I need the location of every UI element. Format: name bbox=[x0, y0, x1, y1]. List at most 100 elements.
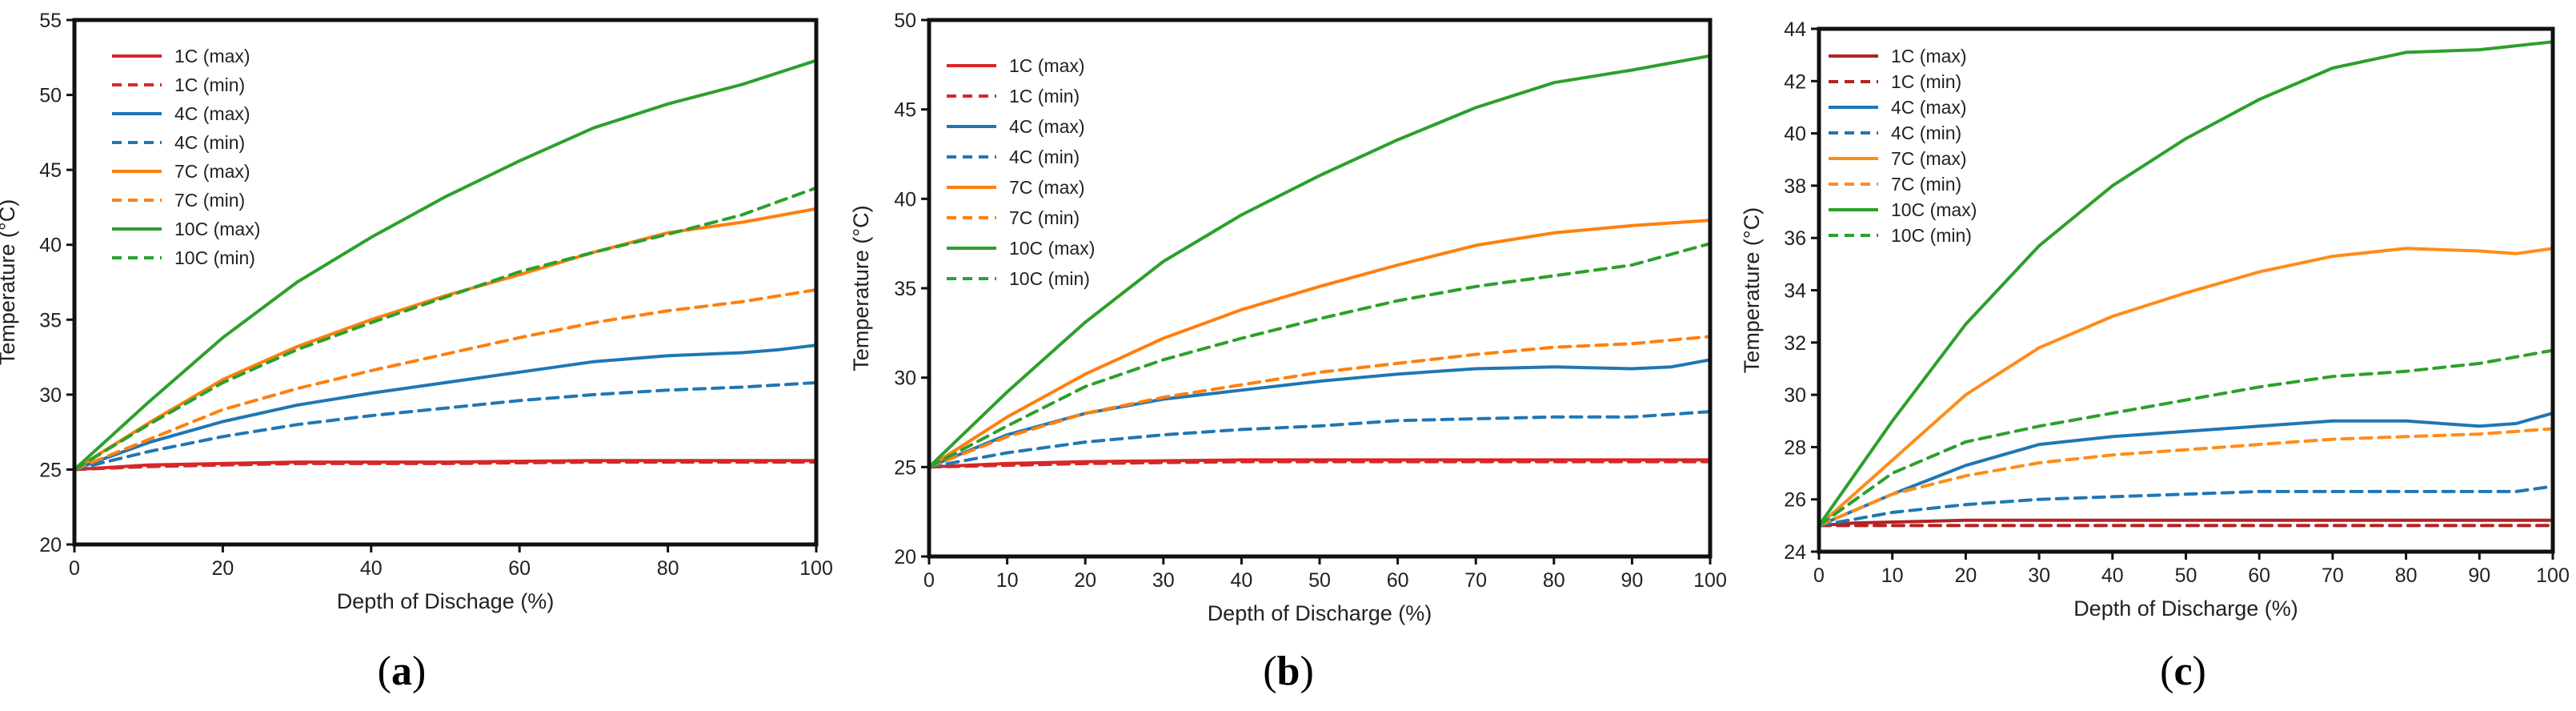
legend-label: 1C (min) bbox=[1891, 71, 1961, 92]
legend: 1C (max) 1C (min) 4C (max) 4C (min) 7C (max)… bbox=[947, 55, 1095, 289]
y-axis-title: Temperature (°C) bbox=[849, 205, 873, 371]
chart-panel-a: 0 20 40 60 80 100 20 25 30 35 40 45 50 55 Depth of Dis… bbox=[0, 10, 833, 694]
x-tick-label: 10 bbox=[1881, 564, 1904, 587]
panel-caption: (b) bbox=[1263, 649, 1314, 694]
x-tick-label: 100 bbox=[2536, 564, 2570, 587]
panel-caption: (a) bbox=[378, 649, 427, 694]
y-tick-label: 28 bbox=[1784, 436, 1806, 459]
series-line-7c-max bbox=[929, 219, 1710, 469]
y-tick-label: 45 bbox=[39, 159, 62, 182]
y-tick-label: 50 bbox=[39, 85, 62, 107]
legend-label: 4C (min) bbox=[1009, 147, 1080, 167]
y-tick-label: 35 bbox=[894, 278, 916, 300]
series-group bbox=[74, 58, 816, 472]
x-tick-label: 50 bbox=[2175, 564, 2197, 587]
series-line-1c-max bbox=[1819, 518, 2553, 528]
x-tick-label: 30 bbox=[2028, 564, 2050, 587]
x-tick-label: 20 bbox=[1954, 564, 1977, 587]
x-tick-label: 80 bbox=[1543, 569, 1565, 592]
x-tick-label: 80 bbox=[2395, 564, 2418, 587]
series-line-4c-min bbox=[1819, 484, 2553, 528]
legend-label: 7C (max) bbox=[1009, 177, 1085, 198]
x-tick-label: 30 bbox=[1152, 569, 1175, 592]
y-tick-label: 42 bbox=[1784, 70, 1806, 93]
x-tick-label: 90 bbox=[1621, 569, 1643, 592]
x-tick-label: 60 bbox=[508, 557, 531, 580]
legend-label: 4C (max) bbox=[1891, 97, 1967, 118]
legend-label: 10C (max) bbox=[1891, 199, 1977, 220]
x-tick-label: 20 bbox=[1074, 569, 1096, 592]
x-tick-label: 70 bbox=[2322, 564, 2344, 587]
legend: 1C (max) 1C (min) 4C (max) 4C (min) 7C (max)… bbox=[112, 46, 260, 268]
y-tick-label: 40 bbox=[894, 188, 916, 211]
y-tick-label: 25 bbox=[894, 456, 916, 479]
legend-label: 4C (min) bbox=[174, 132, 245, 153]
x-tick-label: 100 bbox=[799, 557, 833, 580]
legend-label: 7C (max) bbox=[174, 161, 250, 182]
legend-label: 1C (max) bbox=[174, 46, 250, 66]
y-tick-label: 32 bbox=[1784, 332, 1806, 355]
y-tick-label: 38 bbox=[1784, 175, 1806, 198]
y-tick-label: 20 bbox=[894, 546, 916, 568]
x-tick-label: 0 bbox=[69, 557, 80, 580]
legend-label: 1C (min) bbox=[1009, 86, 1080, 106]
series-line-10c-max bbox=[1819, 40, 2553, 528]
series-group bbox=[929, 54, 1710, 469]
legend-label: 7C (min) bbox=[1009, 207, 1080, 228]
y-axis-title: Temperature (°C) bbox=[1740, 207, 1764, 373]
series-line-10c-max bbox=[929, 54, 1710, 469]
series-line-7c-min bbox=[929, 335, 1710, 469]
series-line-4c-min bbox=[74, 380, 816, 472]
legend-label: 10C (min) bbox=[1009, 268, 1090, 289]
y-tick-label: 34 bbox=[1784, 280, 1806, 303]
y-tick-label: 24 bbox=[1784, 541, 1806, 564]
x-tick-label: 60 bbox=[2248, 564, 2270, 587]
legend-label: 7C (min) bbox=[174, 190, 245, 211]
x-tick-label: 40 bbox=[360, 557, 383, 580]
x-tick-label: 50 bbox=[1308, 569, 1331, 592]
y-axis-title: Temperature (°C) bbox=[0, 199, 19, 365]
x-tick-label: 40 bbox=[2101, 564, 2124, 587]
legend-label: 1C (max) bbox=[1009, 55, 1085, 76]
y-tick-label: 55 bbox=[39, 10, 62, 32]
legend-label: 7C (min) bbox=[1891, 174, 1961, 195]
y-tick-label: 26 bbox=[1784, 489, 1806, 512]
series-line-4c-max bbox=[1819, 412, 2553, 528]
x-tick-label: 0 bbox=[1813, 564, 1825, 587]
series-line-7c-min bbox=[74, 287, 816, 472]
legend-label: 7C (max) bbox=[1891, 148, 1967, 169]
x-axis-title: Depth of Dischage (%) bbox=[337, 589, 555, 613]
legend-label: 10C (max) bbox=[174, 219, 260, 239]
y-tick-label: 50 bbox=[894, 10, 916, 32]
y-tick-label: 30 bbox=[39, 384, 62, 407]
legend-label: 10C (min) bbox=[1891, 225, 1972, 246]
series-line-4c-min bbox=[929, 410, 1710, 469]
y-tick-label: 40 bbox=[1784, 123, 1806, 146]
legend-label: 1C (min) bbox=[174, 74, 245, 95]
x-axis-title: Depth of Discharge (%) bbox=[1208, 601, 1432, 625]
series-line-10c-min bbox=[1819, 348, 2553, 528]
panel-caption: (c) bbox=[2160, 649, 2206, 694]
panel-label: a bbox=[391, 649, 412, 694]
x-tick-label: 100 bbox=[1693, 569, 1727, 592]
x-tick-label: 10 bbox=[996, 569, 1019, 592]
chart-panel-c: 0 10 20 30 40 50 60 70 80 90 100 24 26 28 30 32 34 36 38 40… bbox=[1740, 18, 2570, 694]
legend: 1C (max) 1C (min) 4C (max) 4C (min) 7C (max)… bbox=[1829, 46, 1977, 246]
x-tick-label: 60 bbox=[1387, 569, 1409, 592]
legend-label: 10C (min) bbox=[174, 247, 255, 268]
series-line-4c-max bbox=[929, 358, 1710, 469]
x-tick-label: 70 bbox=[1464, 569, 1487, 592]
y-tick-label: 36 bbox=[1784, 227, 1806, 250]
y-tick-label: 25 bbox=[39, 459, 62, 481]
chart-panel-b: 0 10 20 30 40 50 60 70 80 90 100 20 25 30 35 40 45 50 Dept… bbox=[849, 10, 1727, 694]
x-axis-title: Depth of Discharge (%) bbox=[2073, 597, 2298, 621]
panel-label: b bbox=[1277, 649, 1300, 694]
x-tick-label: 40 bbox=[1230, 569, 1252, 592]
legend-label: 10C (max) bbox=[1009, 238, 1095, 259]
panel-label: c bbox=[2173, 649, 2192, 694]
legend-label: 4C (max) bbox=[174, 103, 250, 124]
y-tick-label: 40 bbox=[39, 235, 62, 257]
plot-frame bbox=[72, 18, 819, 547]
series-line-7c-max bbox=[1819, 247, 2553, 528]
